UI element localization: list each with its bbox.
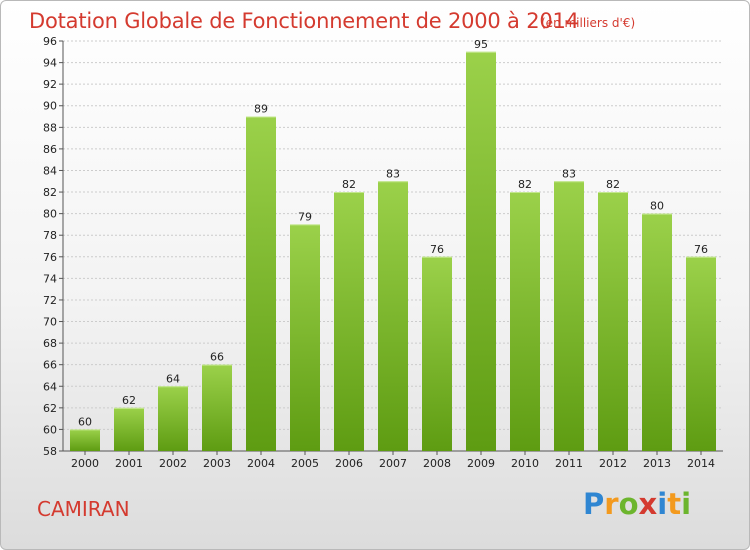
bar — [598, 192, 628, 452]
data-label: 95 — [474, 38, 488, 51]
bar — [510, 192, 540, 452]
data-label: 82 — [606, 178, 620, 191]
logo-letter: o — [618, 487, 639, 521]
data-label: 83 — [562, 167, 576, 180]
y-tick-label: 96 — [43, 35, 57, 48]
y-tick-label: 78 — [43, 229, 57, 242]
logo-letter: i — [657, 487, 668, 521]
data-label: 60 — [78, 415, 92, 428]
x-tick-label: 2014 — [687, 457, 715, 470]
x-tick-label: 2013 — [643, 457, 671, 470]
y-tick-label: 82 — [43, 186, 57, 199]
y-tick-label: 80 — [43, 208, 57, 221]
data-label: 82 — [342, 178, 356, 191]
data-label: 64 — [166, 372, 180, 385]
y-tick-label: 58 — [43, 445, 57, 458]
data-label: 79 — [298, 210, 312, 223]
bar — [290, 224, 320, 451]
y-tick-label: 70 — [43, 316, 57, 329]
data-label: 66 — [210, 351, 224, 364]
x-tick-label: 2012 — [599, 457, 627, 470]
bar — [686, 256, 716, 451]
bar — [114, 407, 144, 451]
data-label: 82 — [518, 178, 532, 191]
bar — [466, 51, 496, 451]
chart-subtitle: (en milliers d'€) — [541, 16, 636, 30]
x-tick-label: 2000 — [71, 457, 99, 470]
y-tick-label: 64 — [43, 380, 57, 393]
x-tick-label: 2003 — [203, 457, 231, 470]
y-tick-label: 76 — [43, 251, 57, 264]
bar — [554, 181, 584, 451]
x-tick-label: 2004 — [247, 457, 275, 470]
commune-name: CAMIRAN — [37, 497, 130, 521]
bar — [246, 116, 276, 452]
logo-letter: P — [583, 487, 605, 521]
data-label: 76 — [430, 243, 444, 256]
y-tick-label: 66 — [43, 359, 57, 372]
y-tick-label: 68 — [43, 337, 57, 350]
y-tick-label: 90 — [43, 100, 57, 113]
bar — [70, 429, 100, 451]
y-tick-label: 92 — [43, 78, 57, 91]
logo-letter: t — [667, 487, 682, 521]
data-label: 89 — [254, 103, 268, 116]
data-label: 80 — [650, 200, 664, 213]
data-label: 83 — [386, 167, 400, 180]
x-tick-label: 2008 — [423, 457, 451, 470]
x-tick-label: 2006 — [335, 457, 363, 470]
data-label: 76 — [694, 243, 708, 256]
logo-letter: i — [681, 487, 692, 521]
x-tick-label: 2010 — [511, 457, 539, 470]
bar — [158, 386, 188, 451]
logo-letter: x — [638, 487, 658, 521]
bar — [202, 364, 232, 451]
y-tick-label: 60 — [43, 423, 57, 436]
y-tick-label: 72 — [43, 294, 57, 307]
x-tick-label: 2001 — [115, 457, 143, 470]
bar — [422, 256, 452, 451]
bar — [378, 181, 408, 451]
logo-letter: r — [604, 487, 619, 521]
y-tick-label: 88 — [43, 121, 57, 134]
y-tick-label: 74 — [43, 272, 57, 285]
x-tick-label: 2011 — [555, 457, 583, 470]
data-label: 62 — [122, 394, 136, 407]
x-tick-label: 2009 — [467, 457, 495, 470]
bar — [334, 192, 364, 452]
bar — [642, 213, 672, 451]
y-tick-label: 94 — [43, 57, 57, 70]
x-tick-label: 2005 — [291, 457, 319, 470]
chart-title: Dotation Globale de Fonctionnement de 20… — [29, 9, 579, 33]
x-tick-label: 2002 — [159, 457, 187, 470]
proxiti-logo: Proxiti — [583, 487, 691, 521]
y-tick-label: 84 — [43, 164, 57, 177]
x-tick-label: 2007 — [379, 457, 407, 470]
y-tick-label: 62 — [43, 402, 57, 415]
y-tick-label: 86 — [43, 143, 57, 156]
